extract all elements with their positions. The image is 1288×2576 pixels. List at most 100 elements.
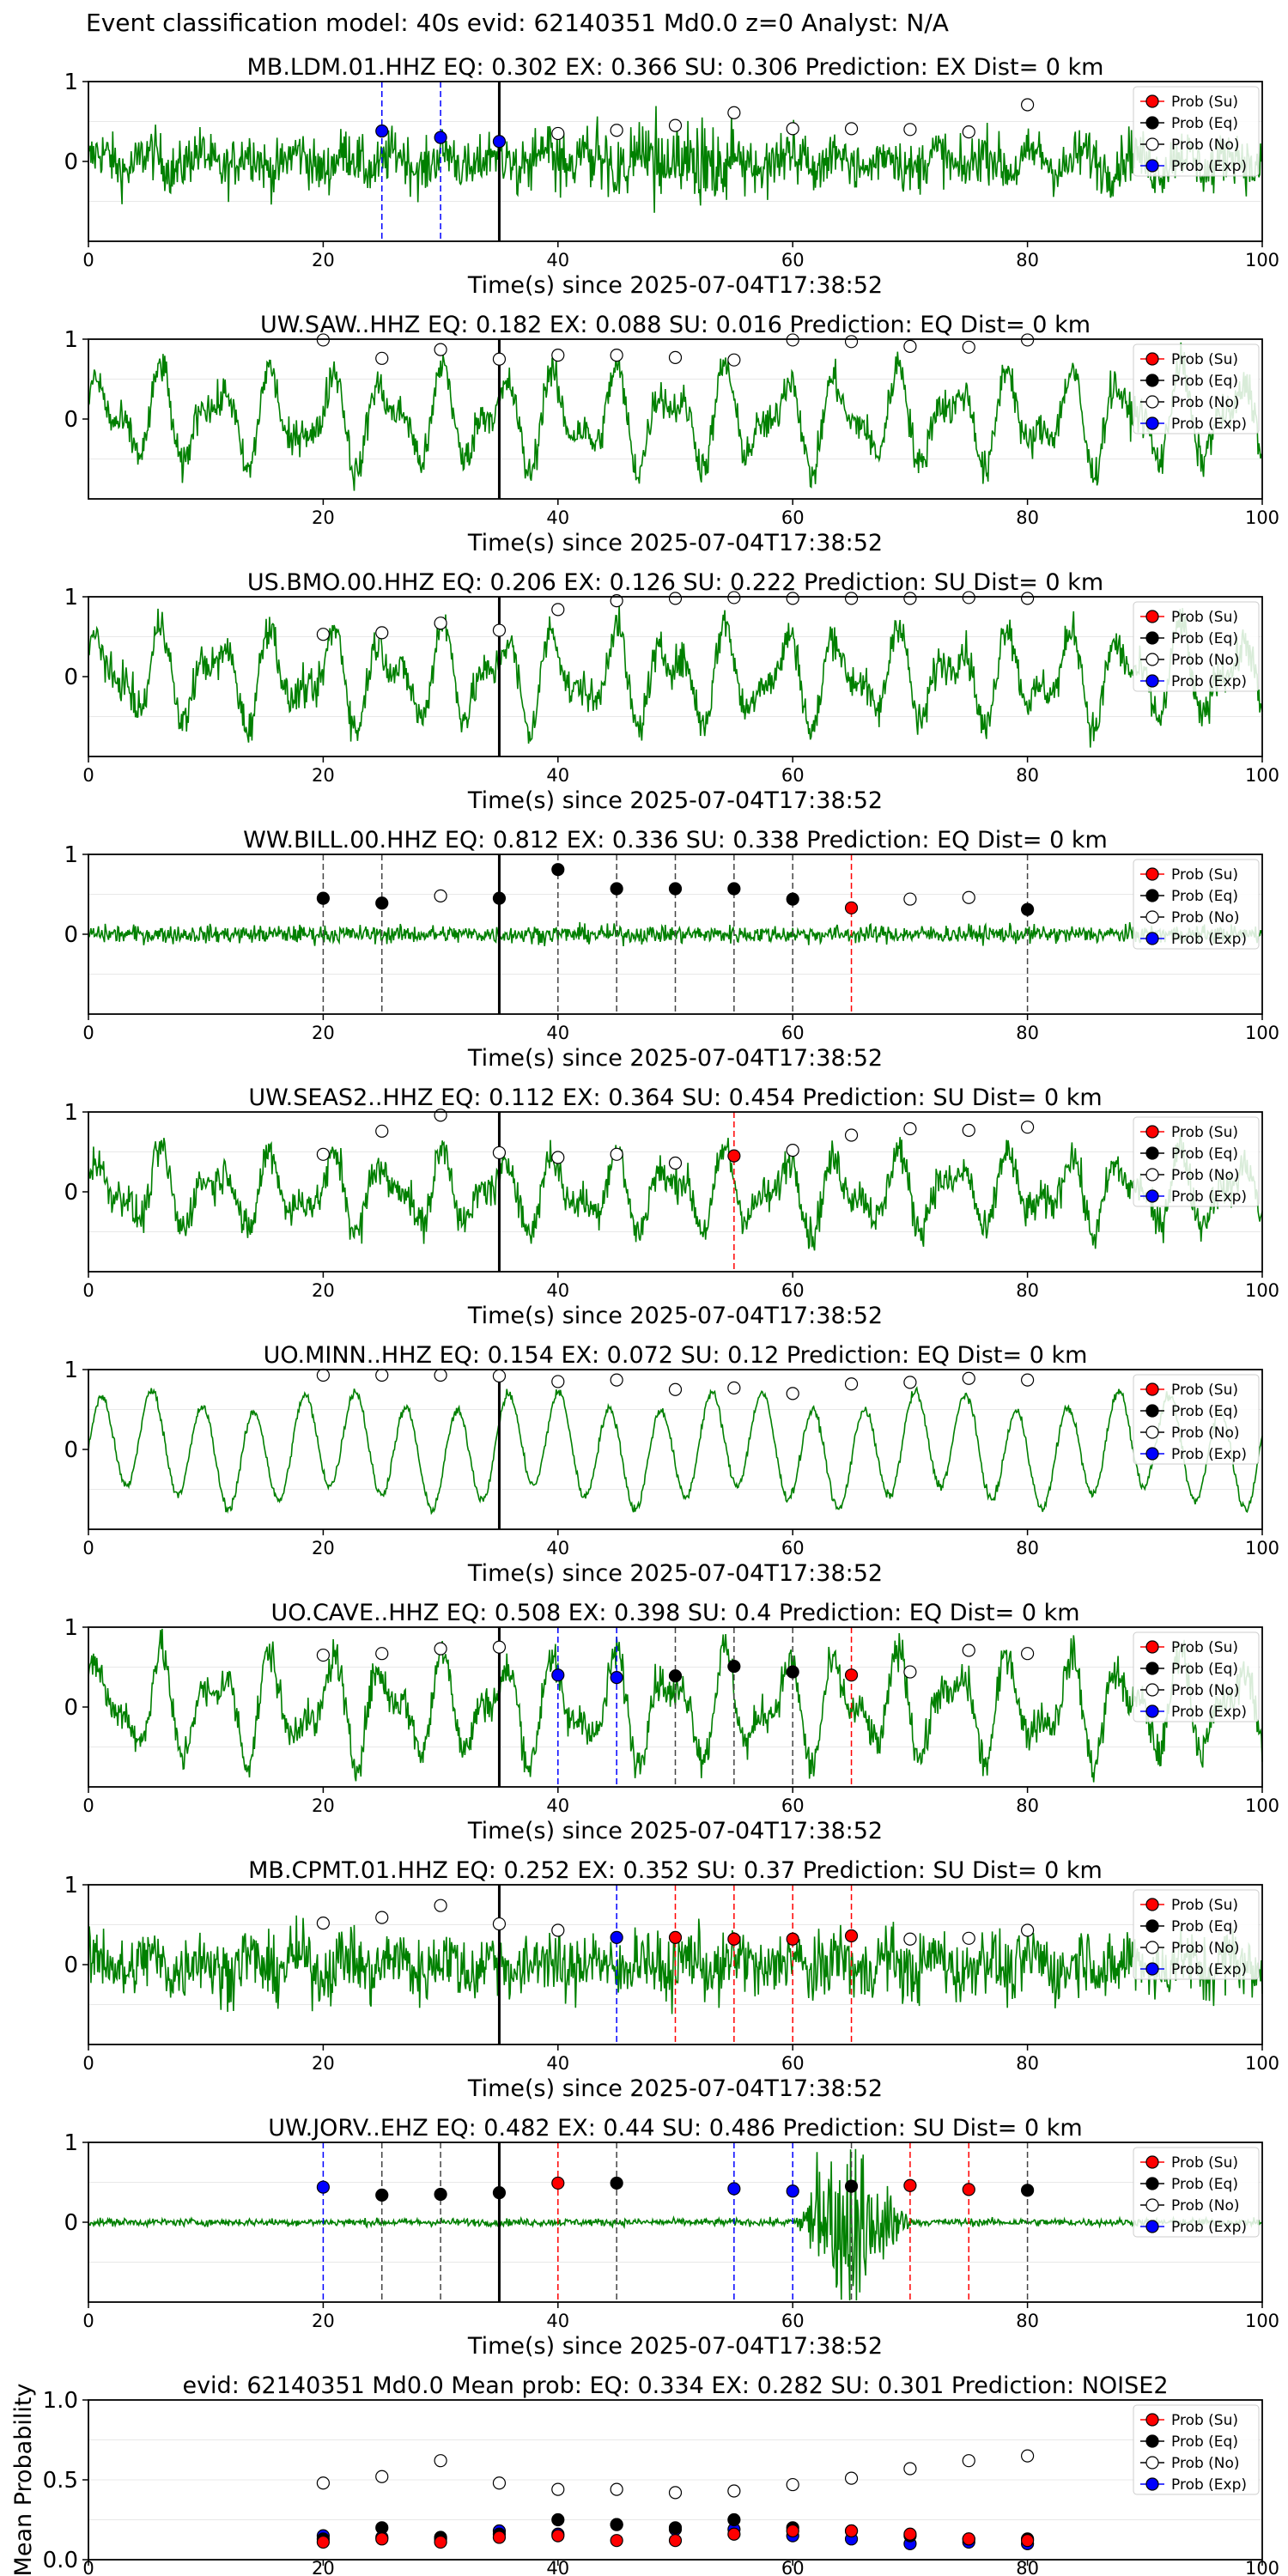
prob-point-no xyxy=(844,1128,859,1142)
legend-label: Prob (Exp) xyxy=(1171,158,1247,175)
prob-point-no xyxy=(492,1369,507,1383)
prob-point-no xyxy=(903,123,917,137)
prob-point-su xyxy=(786,1932,799,1946)
prob-point-eq xyxy=(434,2187,447,2202)
x-tick-label: 40 xyxy=(546,2558,569,2576)
mean-prob-point-no xyxy=(434,2454,447,2468)
legend-label: Prob (Su) xyxy=(1171,1639,1238,1656)
legend-label: Prob (Su) xyxy=(1171,1382,1238,1399)
prob-point-no xyxy=(375,1368,389,1382)
figure-title: Event classification model: 40s evid: 62… xyxy=(86,9,949,37)
x-axis-label: Time(s) since 2025-07-04T17:38:52 xyxy=(467,787,883,814)
x-tick-label: 0 xyxy=(82,250,94,270)
x-axis-label: Time(s) since 2025-07-04T17:38:52 xyxy=(467,272,883,299)
prob-point-eq xyxy=(492,2185,507,2200)
mean-prob-point-su xyxy=(844,2524,859,2538)
prob-point-no xyxy=(1020,592,1035,605)
prob-point-su xyxy=(727,1149,741,1163)
waveform-trace xyxy=(88,605,1263,748)
x-axis-label: Time(s) since 2025-07-04T17:38:52 xyxy=(467,1045,883,1072)
prob-point-no xyxy=(434,343,447,356)
x-tick-label: 80 xyxy=(1016,1795,1039,1816)
prob-point-exp xyxy=(316,2180,330,2194)
mean-prob-point-no xyxy=(492,2476,507,2490)
prob-point-su xyxy=(844,1929,859,1943)
x-tick-label: 60 xyxy=(781,1280,805,1301)
legend-label: Prob (Exp) xyxy=(1171,1188,1247,1206)
legend-box xyxy=(1133,2404,1260,2495)
x-tick-label: 20 xyxy=(312,1280,335,1301)
prob-point-no xyxy=(434,1642,447,1656)
prob-point-no xyxy=(492,1145,507,1160)
legend-marker-eq xyxy=(1145,631,1159,645)
prob-point-no xyxy=(668,350,683,364)
legend-label: Prob (No) xyxy=(1171,1682,1240,1699)
legend-marker-no xyxy=(1145,2456,1159,2470)
legend-label: Prob (No) xyxy=(1171,1167,1240,1184)
y-tick-label: 0 xyxy=(64,2210,78,2236)
legend: Prob (Su) Prob (Eq) Prob (No) Prob (Exp) xyxy=(1133,2404,1260,2495)
panel-UW.JORV..EHZ: UW.JORV..EHZ EQ: 0.482 EX: 0.44 SU: 0.48… xyxy=(64,2115,1279,2360)
x-tick-label: 20 xyxy=(312,765,335,786)
panel-UO.MINN..HHZ: UO.MINN..HHZ EQ: 0.154 EX: 0.072 SU: 0.1… xyxy=(64,1342,1279,1587)
prob-point-eq xyxy=(375,896,389,910)
y-tick-label: 0.0 xyxy=(43,2548,78,2573)
legend-label: Prob (No) xyxy=(1171,1940,1240,1957)
prob-point-no xyxy=(1020,1373,1035,1387)
panel-UO.CAVE..HHZ: UO.CAVE..HHZ EQ: 0.508 EX: 0.398 SU: 0.4… xyxy=(64,1600,1279,1844)
panel-title: UO.MINN..HHZ EQ: 0.154 EX: 0.072 SU: 0.1… xyxy=(264,1342,1088,1369)
prob-point-no xyxy=(903,1932,917,1946)
x-tick-label: 100 xyxy=(1245,2053,1279,2074)
x-tick-label: 100 xyxy=(1245,765,1279,786)
prob-point-no xyxy=(316,333,330,347)
y-tick-label: 0 xyxy=(64,1437,78,1463)
panel-US.BMO.00.HHZ: US.BMO.00.HHZ EQ: 0.206 EX: 0.126 SU: 0.… xyxy=(64,569,1279,814)
legend-label: Prob (Exp) xyxy=(1171,673,1247,690)
legend-marker-eq xyxy=(1145,1404,1159,1418)
x-axis-label: Time(s) since 2025-07-04T17:38:52 xyxy=(467,2075,883,2102)
legend-marker-exp xyxy=(1145,2220,1159,2233)
y-tick-label: 1 xyxy=(64,1615,78,1641)
legend-marker-su xyxy=(1145,1898,1159,1911)
legend-marker-eq xyxy=(1145,1146,1159,1160)
y-tick-label: 0 xyxy=(64,1695,78,1721)
mean-prob-point-eq xyxy=(375,2521,389,2535)
legend: Prob (Su) Prob (Eq) Prob (No) Prob (Exp) xyxy=(1133,1631,1260,1722)
prob-point-no xyxy=(962,1371,975,1385)
legend-label: Prob (No) xyxy=(1171,909,1240,927)
x-tick-label: 0 xyxy=(82,1538,94,1558)
prob-point-no xyxy=(1020,1923,1035,1937)
prob-point-no xyxy=(668,1382,683,1396)
legend-label: Prob (Su) xyxy=(1171,2412,1238,2429)
x-tick-label: 60 xyxy=(781,1023,805,1043)
prob-point-no xyxy=(551,126,565,141)
prob-point-exp xyxy=(610,1670,623,1685)
legend-marker-no xyxy=(1145,395,1159,409)
prob-point-no xyxy=(1020,1647,1035,1661)
waveform-trace xyxy=(88,1133,1263,1251)
prob-point-su xyxy=(903,2178,917,2192)
legend-marker-no xyxy=(1145,1168,1159,1182)
x-tick-label: 20 xyxy=(312,1538,335,1558)
prob-point-no xyxy=(375,1911,389,1924)
mean-prob-point-no xyxy=(316,2476,330,2490)
prob-point-eq xyxy=(844,2179,859,2193)
prob-point-no xyxy=(903,1665,917,1679)
prob-point-eq xyxy=(375,2188,389,2202)
mean-prob-point-su xyxy=(375,2532,389,2546)
legend: Prob (Su) Prob (Eq) Prob (No) Prob (Exp) xyxy=(1133,2147,1260,2238)
panel-title: UW.JORV..EHZ EQ: 0.482 EX: 0.44 SU: 0.48… xyxy=(268,2115,1082,2142)
y-tick-label: 0 xyxy=(64,922,78,948)
legend-marker-su xyxy=(1145,1125,1159,1139)
legend-box xyxy=(1133,1116,1260,1207)
legend-marker-su xyxy=(1145,610,1159,623)
legend-box xyxy=(1133,1889,1260,1980)
prob-point-no xyxy=(551,1375,565,1388)
legend-marker-su xyxy=(1145,1640,1159,1654)
y-tick-label: 0 xyxy=(64,149,78,175)
legend: Prob (Su) Prob (Eq) Prob (No) Prob (Exp) xyxy=(1133,343,1260,434)
legend-label: Prob (Exp) xyxy=(1171,416,1247,433)
mean-prob-point-su xyxy=(668,2534,683,2548)
legend-label: Prob (Exp) xyxy=(1171,931,1247,948)
y-tick-label: 0 xyxy=(64,407,78,433)
